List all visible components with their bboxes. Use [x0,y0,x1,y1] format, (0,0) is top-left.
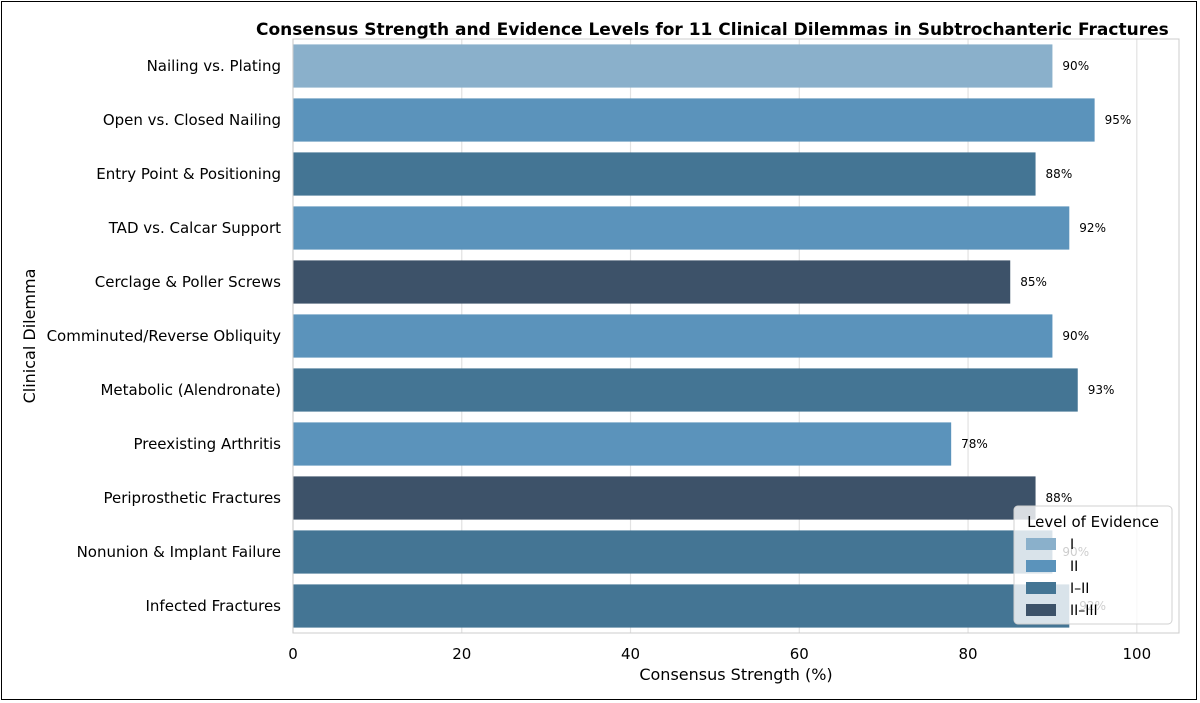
y-tick-label: TAD vs. Calcar Support [108,219,281,237]
legend-swatch [1026,538,1056,550]
bar [293,368,1078,412]
y-tick-label: Cerclage & Poller Screws [95,273,281,291]
data-label: 95% [1105,113,1132,127]
legend-label: II–III [1070,603,1098,619]
data-label: 90% [1062,59,1089,73]
plot-area-border [292,38,1180,634]
x-tick-label: 40 [621,645,640,663]
data-label: 88% [1046,167,1073,181]
y-tick-label: Periprosthetic Fractures [103,489,281,507]
legend-label: I [1070,537,1074,553]
y-tick-labels: Nailing vs. Plating Open vs. Closed Naili… [47,57,282,615]
y-tick-label: Comminuted/Reverse Obliquity [47,327,282,345]
x-tick-label: 20 [452,645,471,663]
chart-title: Consensus Strength and Evidence Levels f… [256,20,1169,40]
bar [293,314,1053,358]
bar [293,260,1011,304]
data-label: 92% [1079,221,1106,235]
bar [293,530,1053,574]
bar [293,152,1036,196]
bar [293,422,952,466]
y-tick-label: Nonunion & Implant Failure [77,543,281,561]
y-tick-label: Entry Point & Positioning [96,165,281,183]
x-tick-label: 100 [1122,645,1151,663]
y-axis-label: Clinical Dilemma [20,269,39,404]
legend-box [1013,505,1173,625]
y-tick-label: Preexisting Arthritis [133,435,281,453]
x-tick-label: 0 [288,645,298,663]
bar [293,44,1053,88]
data-label: 85% [1020,275,1047,289]
bar [293,98,1095,142]
bar [293,206,1070,250]
x-tick-label: 80 [959,645,978,663]
data-label: 78% [961,437,988,451]
legend-label: II [1070,559,1078,575]
legend-swatch [1026,582,1056,594]
legend-swatch [1026,560,1056,572]
x-tick-labels: 0 20 40 60 80 100 [288,645,1151,663]
legend-label: I–II [1070,581,1089,597]
bars [293,44,1095,628]
bar [293,584,1070,628]
y-tick-label: Nailing vs. Plating [147,57,281,75]
data-label: 88% [1046,491,1073,505]
x-axis-label: Consensus Strength (%) [639,665,832,684]
y-tick-label: Metabolic (Alendronate) [100,381,281,399]
data-label: 90% [1062,329,1089,343]
y-tick-label: Infected Fractures [146,597,282,615]
legend-title: Level of Evidence [1027,513,1159,531]
x-tick-label: 60 [790,645,809,663]
data-label: 93% [1088,383,1115,397]
legend-swatch [1026,604,1056,616]
y-tick-label: Open vs. Closed Nailing [103,111,281,129]
bar [293,476,1036,520]
